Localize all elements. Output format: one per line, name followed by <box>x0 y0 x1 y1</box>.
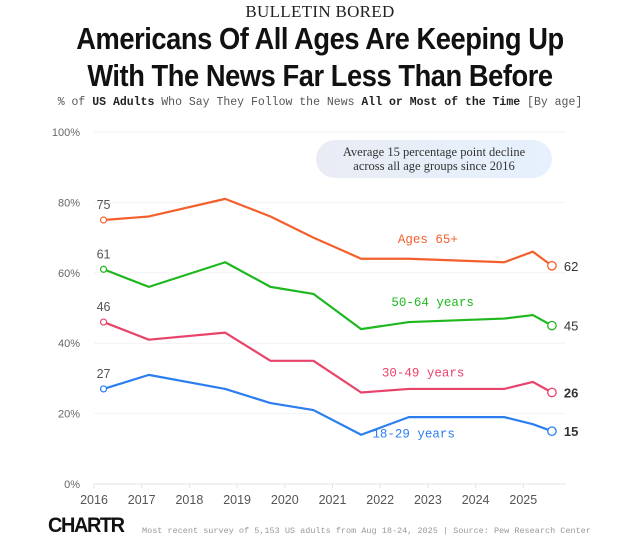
y-tick-label: 100% <box>52 127 80 139</box>
subtitle-part: US Adults <box>92 96 155 109</box>
x-axis: 2016 2017 2018 2019 2020 2021 2022 2023 2024 2025 <box>80 484 537 507</box>
subtitle-part: % of <box>57 96 93 109</box>
start-point <box>99 318 108 326</box>
series-18-29-years: 27 15 18-29 years <box>97 367 579 442</box>
series-line <box>103 197 553 267</box>
x-tick-label: 2017 <box>128 493 156 507</box>
series-label: Ages 65+ <box>398 233 458 247</box>
annotation-callout: Average 15 percentage point decline acro… <box>316 140 552 178</box>
series-line <box>103 373 553 436</box>
series-30-49-years: 46 26 30-49 years <box>97 300 579 400</box>
title-line-1: Americans Of All Ages Are Keeping Up <box>76 21 564 56</box>
annotation-line-2: across all age groups since 2016 <box>353 159 514 173</box>
chart-subtitle: % of US Adults Who Say They Follow the N… <box>0 96 640 109</box>
end-value-label: 62 <box>564 259 578 274</box>
end-point <box>547 426 557 437</box>
y-tick-label: 20% <box>58 409 80 421</box>
end-point <box>547 320 557 331</box>
subtitle-part: [By age] <box>520 96 583 109</box>
end-value-label: 45 <box>564 319 578 334</box>
x-tick-label: 2022 <box>366 493 394 507</box>
title-line-2: With The News Far Less Than Before <box>87 58 553 93</box>
start-value-label: 27 <box>97 367 111 381</box>
x-tick-label: 2019 <box>223 493 251 507</box>
series-label: 18-29 years <box>372 428 455 442</box>
start-point <box>99 385 108 393</box>
x-tick-label: 2018 <box>175 493 203 507</box>
y-tick-label: 80% <box>58 197 80 209</box>
x-tick-label: 2024 <box>462 493 490 507</box>
chart-title: Americans Of All Ages Are Keeping Up Wit… <box>38 20 601 94</box>
start-value-label: 75 <box>97 198 111 212</box>
series-ages-65-: 75 62 Ages 65+ <box>97 197 578 274</box>
end-value-label: 26 <box>564 385 578 400</box>
start-point <box>99 265 108 273</box>
chartr-logo: CHARTR <box>47 514 125 537</box>
end-point <box>547 387 557 398</box>
series-line <box>103 321 553 394</box>
y-tick-label: 0% <box>64 479 80 491</box>
x-tick-label: 2023 <box>414 493 442 507</box>
subtitle-part: All or Most of the Time <box>361 96 521 109</box>
x-tick-label: 2016 <box>80 493 108 507</box>
end-value-label: 15 <box>564 424 578 439</box>
subtitle-part: Who Say They Follow the News <box>154 96 362 109</box>
x-tick-label: 2025 <box>509 493 537 507</box>
series-line <box>103 261 553 331</box>
annotation-box <box>316 140 552 178</box>
series-label: 30-49 years <box>382 367 465 381</box>
end-point <box>547 260 557 271</box>
start-value-label: 46 <box>97 300 111 314</box>
grid-lines <box>94 131 566 485</box>
series-label: 50-64 years <box>391 296 474 310</box>
source-note: Most recent survey of 5,153 US adults fr… <box>142 526 591 536</box>
x-tick-label: 2021 <box>319 493 347 507</box>
y-tick-label: 40% <box>58 338 80 350</box>
y-axis: 0% 20% 40% 60% 80% 100% <box>52 127 80 491</box>
x-tick-label: 2020 <box>271 493 299 507</box>
start-value-label: 61 <box>97 247 111 261</box>
kicker: BULLETIN BORED <box>245 2 395 21</box>
annotation-line-1: Average 15 percentage point decline <box>343 145 526 159</box>
start-point <box>99 216 108 224</box>
series-group: 75 62 Ages 65+ 61 45 50-64 years 46 26 30-49 yea… <box>97 197 579 442</box>
series-50-64-years: 61 45 50-64 years <box>97 247 579 333</box>
y-tick-label: 60% <box>58 268 80 280</box>
